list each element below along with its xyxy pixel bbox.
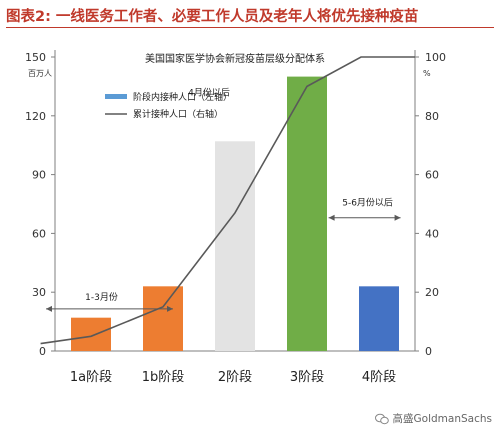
bar-2 xyxy=(143,286,183,351)
category-label: 4阶段 xyxy=(362,370,396,385)
left-tick-label: 30 xyxy=(32,286,46,299)
bar-4 xyxy=(287,76,327,351)
annotation-arrow-1-head-left xyxy=(46,305,52,312)
left-tick-label: 120 xyxy=(25,110,46,123)
legend-swatch-bar xyxy=(105,94,127,99)
category-label: 3阶段 xyxy=(290,370,324,385)
title-divider xyxy=(6,27,494,28)
bar-1 xyxy=(71,317,111,351)
right-tick-label: 100 xyxy=(425,51,446,64)
watermark: 高盛GoldmanSachs xyxy=(374,411,492,426)
bar-5 xyxy=(359,286,399,351)
chart-title: 美国国家医学协会新冠疫苗层级分配体系 xyxy=(145,52,325,65)
left-tick-label: 0 xyxy=(39,345,46,358)
category-label: 2阶段 xyxy=(218,370,252,385)
legend-label-line: 累计接种人口（右轴） xyxy=(133,108,223,120)
right-tick-label: 20 xyxy=(425,286,439,299)
left-tick-label: 150 xyxy=(25,51,46,64)
right-tick-label: 80 xyxy=(425,110,439,123)
category-label: 1b阶段 xyxy=(142,370,185,385)
right-tick-label: 60 xyxy=(425,169,439,182)
wechat-icon xyxy=(374,413,389,425)
left-axis-unit: 百万人 xyxy=(28,69,52,78)
right-tick-label: 0 xyxy=(425,345,432,358)
cumulative-line xyxy=(40,56,415,345)
annotation-phase-2: 4月份以后 xyxy=(188,86,230,98)
annotation-arrow-3-head-left xyxy=(328,214,335,221)
left-tick-label: 90 xyxy=(32,169,46,182)
page-title: 图表2: 一线医务工作者、必要工作人员及老年人将优先接种疫苗 xyxy=(6,9,419,25)
left-tick-label: 60 xyxy=(32,227,46,240)
category-label: 1a阶段 xyxy=(70,370,112,385)
legend-label-bar: 阶段内接种人口（左轴） xyxy=(133,91,232,103)
right-axis-unit: % xyxy=(423,69,431,78)
annotation-phase-1: 1-3月份 xyxy=(85,291,118,303)
right-tick-label: 40 xyxy=(425,227,439,240)
annotation-phase-3: 5-6月份以后 xyxy=(342,197,393,209)
annotation-arrow-1-head-right xyxy=(167,305,173,312)
annotation-arrow-3-head-right xyxy=(394,214,401,221)
bar-3 xyxy=(215,141,255,351)
watermark-text: 高盛GoldmanSachs xyxy=(392,413,492,425)
